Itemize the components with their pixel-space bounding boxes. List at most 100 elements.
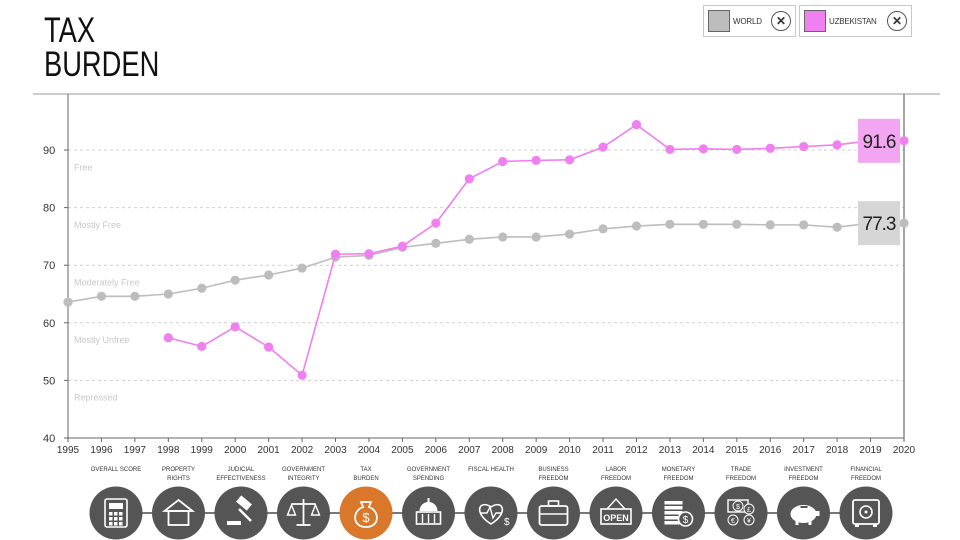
world-data-point bbox=[130, 291, 140, 301]
category-business-freedom-button[interactable]: BUSINESS FREEDOM bbox=[527, 467, 580, 540]
chart-series bbox=[63, 120, 909, 380]
world-end-label-box bbox=[858, 201, 900, 246]
calculator-key bbox=[109, 512, 113, 516]
calculator-key bbox=[114, 522, 118, 526]
x-tick-label: 2017 bbox=[793, 445, 816, 456]
category-circle bbox=[214, 486, 268, 540]
y-tick-label: 90 bbox=[43, 145, 55, 157]
category-label: GOVERNMENT bbox=[282, 467, 325, 473]
category-circle bbox=[402, 486, 455, 540]
uzbekistan-data-point bbox=[264, 342, 274, 352]
category-label: PROPERTY bbox=[162, 467, 195, 473]
remove-uzbekistan-button[interactable]: ✕ bbox=[887, 11, 907, 31]
calculator-key bbox=[109, 522, 113, 526]
piggy-slot bbox=[800, 506, 808, 508]
legend-item-uzbekistan[interactable]: UZBEKISTAN ✕ bbox=[799, 5, 912, 37]
uzbekistan-data-point bbox=[899, 136, 909, 146]
calculator-icon bbox=[104, 498, 128, 528]
gavel-icon bbox=[227, 495, 252, 525]
coin bbox=[677, 511, 694, 527]
x-tick-label: 2012 bbox=[625, 445, 648, 456]
piggy-leg bbox=[795, 520, 799, 525]
world-data-point bbox=[531, 232, 541, 242]
category-label: BUSINESS bbox=[538, 467, 568, 473]
category-label: FREEDOM bbox=[664, 476, 694, 482]
piggy-body bbox=[790, 505, 817, 523]
money-bag-icon: $ bbox=[354, 501, 378, 528]
x-tick-label: 2003 bbox=[324, 445, 347, 456]
category-financial-freedom-button[interactable]: FINANCIAL FREEDOM bbox=[839, 467, 893, 540]
chart-grid bbox=[68, 149, 904, 381]
uzbekistan-data-point bbox=[799, 141, 809, 152]
category-circle bbox=[527, 486, 580, 540]
x-tick-label: 2018 bbox=[826, 445, 849, 456]
category-label: INVESTMENT bbox=[784, 467, 823, 473]
uzbekistan-end-label-box bbox=[858, 118, 900, 163]
house-icon bbox=[161, 498, 196, 526]
currency-symbol: $ bbox=[736, 504, 740, 511]
category-label: JUDICIAL bbox=[228, 467, 255, 473]
world-data-point bbox=[264, 270, 274, 280]
x-tick-label: 2019 bbox=[859, 445, 882, 456]
category-labor-freedom-button[interactable]: LABOR FREEDOM OPEN bbox=[589, 467, 643, 540]
world-data-point bbox=[96, 291, 107, 301]
y-tick-label: 50 bbox=[43, 375, 55, 387]
category-government-spending-button[interactable]: GOVERNMENT SPENDING bbox=[402, 467, 455, 540]
x-tick-label: 1995 bbox=[57, 445, 80, 456]
x-tick-label: 1999 bbox=[191, 445, 214, 456]
calculator-key bbox=[109, 517, 113, 521]
legend-item-world[interactable]: WORLD ✕ bbox=[703, 5, 796, 37]
coin-stack-bar bbox=[664, 516, 683, 520]
coins-icon: $ bbox=[664, 501, 694, 527]
category-label: MONETARY bbox=[662, 467, 695, 473]
scales-right-pan bbox=[310, 503, 321, 516]
piggy-bank-icon bbox=[790, 505, 820, 525]
safe-dial bbox=[859, 505, 873, 519]
page-title: TAX BURDEN bbox=[44, 13, 159, 82]
category-circle bbox=[339, 486, 393, 540]
category-label: GOVERNMENT bbox=[407, 467, 450, 473]
category-property-rights-button[interactable]: PROPERTY RIGHTS bbox=[152, 467, 205, 540]
x-tick-label: 2005 bbox=[391, 445, 414, 456]
category-fiscal-health-button[interactable]: FISCAL HEALTH $ bbox=[464, 467, 518, 540]
category-investment-freedom-button[interactable]: INVESTMENT FREEDOM bbox=[777, 467, 830, 540]
currency-coin bbox=[743, 514, 755, 526]
y-tick-label: 70 bbox=[43, 260, 55, 272]
remove-world-button[interactable]: ✕ bbox=[771, 11, 791, 31]
category-trade-freedom-button[interactable]: TRADE FREEDOM $€ ¥ £ bbox=[714, 467, 768, 540]
y-tick-label: 40 bbox=[43, 433, 55, 445]
category-government-integrity-button[interactable]: GOVERNMENT INTEGRITY bbox=[277, 467, 330, 540]
currency-symbol: ¥ bbox=[747, 518, 751, 525]
world-data-point bbox=[598, 224, 608, 234]
x-tick-label: 1996 bbox=[90, 445, 113, 456]
uzbekistan-swatch bbox=[804, 10, 826, 32]
uzbekistan-end-label: 91.6 bbox=[863, 132, 896, 153]
category-label: FREEDOM bbox=[601, 476, 631, 482]
heart-dollar-icon: $ bbox=[478, 503, 510, 528]
category-label: SPENDING bbox=[413, 476, 445, 482]
currency-symbol: € bbox=[731, 518, 735, 525]
x-tick-label: 1997 bbox=[124, 445, 147, 456]
calculator-key bbox=[114, 517, 118, 521]
safe-icon bbox=[852, 499, 880, 527]
category-judicial-effectiveness-button[interactable]: JUDICIAL EFFECTIVENESS bbox=[214, 467, 268, 540]
world-data-point bbox=[498, 232, 508, 242]
x-tick-label: 2001 bbox=[258, 445, 281, 456]
x-tick-label: 2016 bbox=[759, 445, 782, 456]
x-tick-label: 2013 bbox=[659, 445, 682, 456]
category-overall-score-button[interactable]: OVERALL SCORE bbox=[89, 467, 143, 540]
category-tax-burden-button[interactable]: TAX BURDEN $ bbox=[339, 467, 393, 540]
x-tick-label: 2009 bbox=[525, 445, 548, 456]
calculator-key bbox=[119, 512, 123, 516]
uzbekistan-data-point bbox=[163, 333, 173, 343]
category-monetary-freedom-button[interactable]: MONETARY FREEDOM $ bbox=[652, 467, 705, 540]
category-nav: OVERALL SCORE PROPERTY RIGHTS JUDICIAL EFFEC… bbox=[89, 467, 893, 540]
world-data-point bbox=[799, 220, 809, 230]
world-data-point bbox=[197, 283, 207, 293]
category-label: FREEDOM bbox=[539, 476, 569, 482]
safe-body bbox=[852, 499, 880, 525]
world-series-line bbox=[67, 222, 904, 303]
world-data-point bbox=[230, 275, 240, 285]
world-end-label: 77.3 bbox=[863, 214, 896, 235]
